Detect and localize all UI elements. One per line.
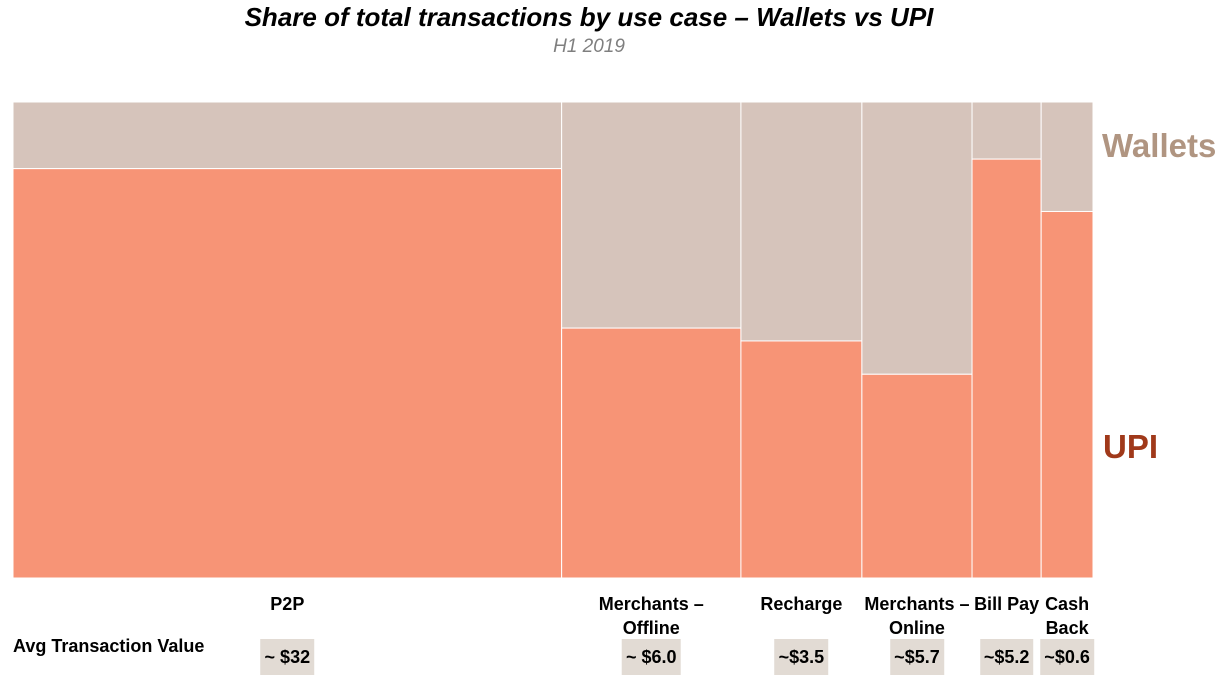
- upi-segment: [1040, 210, 1094, 579]
- upi-segment: [861, 373, 973, 579]
- chart-title: Share of total transactions by use case …: [244, 2, 934, 32]
- upi-segment: [561, 327, 742, 579]
- wallets-segment: [861, 101, 973, 375]
- legend-wallets: Wallets: [1102, 127, 1217, 164]
- category-label: Bill Pay: [974, 594, 1040, 614]
- avg-value-badge: ~ $6.0: [621, 639, 681, 675]
- category-label: Cash Back: [1045, 594, 1090, 638]
- wallets-segment: [971, 101, 1042, 160]
- avg-value-badge: ~$0.6: [1040, 639, 1094, 675]
- wallets-segment: [12, 101, 563, 170]
- chart-subtitle: H1 2019: [553, 36, 625, 57]
- avg-transaction-value-label: Avg Transaction Value: [13, 636, 205, 656]
- category-label: Merchants – Online: [864, 594, 970, 638]
- avg-value-badge: ~$3.5: [774, 639, 829, 675]
- category-label: Recharge: [760, 594, 843, 614]
- avg-value-badge: ~$5.2: [979, 639, 1034, 675]
- wallets-segment: [740, 101, 863, 342]
- upi-segment: [971, 158, 1042, 579]
- upi-segment: [12, 168, 563, 579]
- legend-upi: UPI: [1103, 428, 1159, 465]
- category-label: P2P: [270, 594, 305, 614]
- avg-value-badge: ~$5.7: [890, 639, 944, 675]
- wallets-segment: [561, 101, 742, 329]
- wallets-segment: [1040, 101, 1094, 212]
- avg-value-badge: ~ $32: [260, 639, 315, 675]
- category-label: Merchants – Offline: [598, 594, 704, 638]
- upi-segment: [740, 340, 863, 579]
